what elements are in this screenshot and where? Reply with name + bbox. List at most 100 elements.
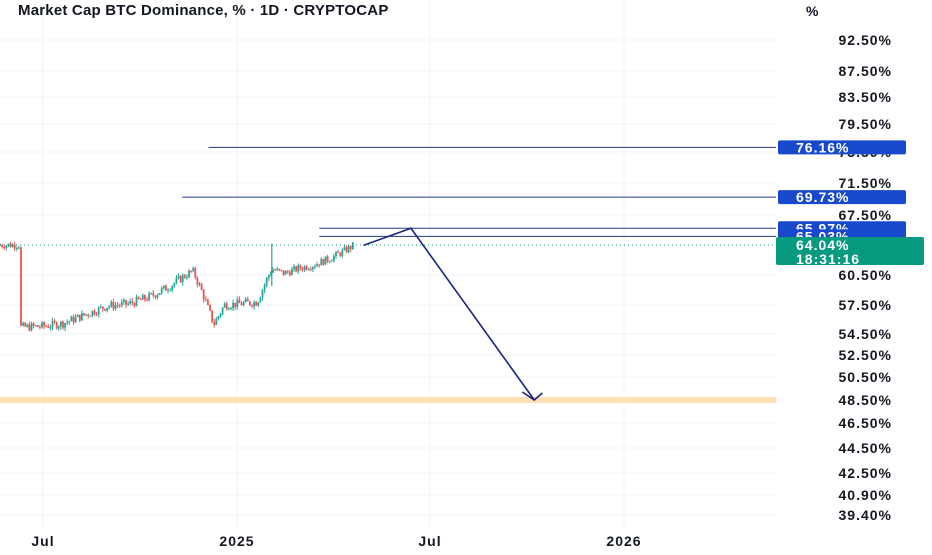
candle-body — [261, 290, 264, 298]
candle-body — [299, 265, 302, 269]
candle-body — [165, 285, 167, 291]
y-tick-label: 83.50% — [839, 89, 892, 105]
y-tick-label: 48.50% — [839, 392, 892, 408]
y-tick-label: 50.50% — [839, 369, 892, 385]
y-tick-label: 71.50% — [839, 175, 892, 191]
candle-body — [154, 295, 157, 298]
candle-body — [66, 322, 69, 324]
candle-body — [196, 277, 199, 285]
candle-body — [108, 306, 111, 308]
candle-body — [238, 299, 241, 304]
candle-body — [200, 283, 203, 291]
candle-body — [240, 303, 243, 306]
candle-body — [215, 318, 218, 325]
candle-body — [351, 242, 354, 249]
candle-body — [116, 305, 119, 307]
candle-body — [47, 326, 50, 328]
candle-body — [60, 321, 62, 327]
candle-body — [76, 314, 79, 318]
last-price-label: 64.04% — [796, 237, 849, 253]
level-badge[interactable] — [778, 190, 906, 205]
candle-body — [97, 307, 100, 315]
candle-body — [343, 247, 346, 250]
y-tick-label: 79.50% — [839, 116, 892, 132]
candle-body — [30, 323, 33, 331]
candle-body — [236, 299, 239, 308]
candle-body — [123, 300, 125, 303]
y-tick-label: 67.50% — [839, 207, 892, 223]
candle-body — [276, 268, 279, 271]
candle-body — [152, 293, 155, 296]
level-badge[interactable] — [778, 140, 906, 155]
candle-body — [57, 326, 60, 329]
candle-body — [141, 295, 144, 300]
candle-body — [1, 245, 3, 247]
x-tick-label: Jul — [31, 533, 54, 549]
candle-body — [309, 269, 312, 271]
candle-body — [62, 321, 64, 328]
candle-body — [270, 272, 272, 276]
support-zone[interactable] — [0, 397, 776, 403]
candle-body — [221, 307, 224, 314]
candle-body — [32, 323, 35, 326]
candle-body — [49, 327, 52, 329]
candle-body — [202, 290, 205, 300]
candle-body — [274, 269, 276, 271]
candle-body — [87, 314, 90, 316]
candle-body — [95, 314, 98, 316]
candle-body — [263, 284, 266, 291]
candle-body — [228, 308, 230, 310]
candle-body — [251, 305, 253, 307]
candle-body — [9, 243, 12, 248]
candle-body — [173, 283, 176, 286]
candle-body — [160, 288, 163, 294]
candle-body — [259, 297, 262, 303]
candle-body — [110, 301, 113, 307]
candle-body — [341, 249, 344, 256]
candle-body — [162, 285, 165, 289]
candle-body — [305, 266, 308, 270]
candle-body — [293, 266, 295, 270]
projection-path[interactable] — [363, 227, 535, 401]
candle-body — [5, 245, 8, 249]
candle-body — [318, 264, 321, 266]
candle-body — [249, 301, 251, 306]
y-tick-label: 44.50% — [839, 440, 892, 456]
candle-body — [72, 316, 75, 323]
candle-body — [242, 302, 245, 306]
candle-body — [326, 256, 329, 262]
candle-body — [179, 276, 182, 283]
candle-body — [232, 302, 234, 309]
candle-body — [34, 325, 37, 327]
candle-body — [28, 324, 31, 331]
y-tick-label: 57.50% — [839, 297, 892, 313]
candle-body — [74, 317, 77, 323]
candle-body — [280, 269, 283, 271]
candle-body — [213, 321, 216, 325]
candle-body — [18, 247, 20, 249]
candle-body — [286, 271, 289, 273]
candle-body — [301, 268, 304, 271]
candle-body — [137, 296, 140, 300]
candle-body — [204, 299, 207, 301]
countdown-label: 18:31:16 — [796, 251, 860, 267]
candle-body — [337, 251, 339, 253]
candle-body — [234, 302, 237, 308]
candle-body — [148, 293, 150, 301]
candle-body — [194, 268, 197, 278]
candle-body — [22, 322, 24, 326]
candle-body — [158, 293, 161, 295]
candle-body — [328, 261, 331, 263]
candle-body — [186, 277, 188, 279]
candle-body — [223, 303, 226, 308]
candle-body — [322, 259, 325, 265]
candle-body — [225, 303, 228, 310]
candle-body — [45, 326, 48, 328]
candle-body — [272, 269, 274, 273]
candle-body — [93, 310, 96, 315]
candle-body — [125, 300, 127, 305]
candle-body — [99, 306, 102, 308]
last-price-badge[interactable] — [776, 237, 924, 265]
